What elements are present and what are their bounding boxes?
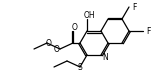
Text: F: F [146, 26, 150, 35]
Text: S: S [78, 64, 82, 72]
Text: O: O [46, 38, 52, 48]
Text: O: O [72, 24, 78, 32]
Text: N: N [102, 52, 108, 61]
Text: OH: OH [83, 11, 95, 19]
Text: F: F [132, 2, 136, 12]
Text: O: O [54, 45, 60, 55]
